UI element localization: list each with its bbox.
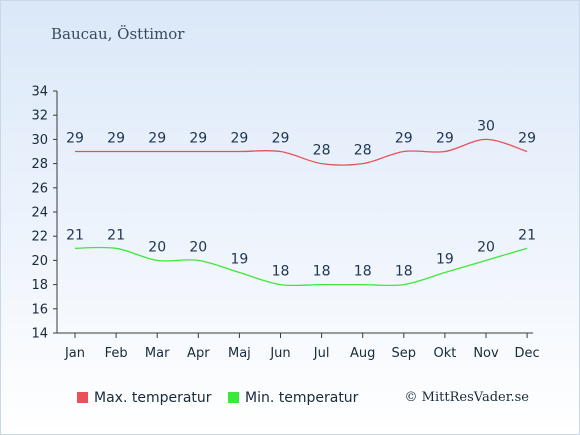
x-tick-label: Jan (64, 346, 85, 361)
y-tick-label: 14 (31, 327, 48, 342)
x-tick-label: Okt (433, 346, 456, 361)
y-tick-label: 32 (31, 109, 48, 124)
y-tick-label: 34 (31, 85, 48, 100)
y-tick-label: 26 (31, 181, 48, 196)
series-line-min (74, 246, 528, 287)
data-label-max: 28 (354, 143, 372, 159)
y-tick-label: 22 (31, 230, 48, 245)
data-label-min: 21 (518, 227, 536, 243)
data-label-min: 19 (230, 252, 248, 268)
credit-text: © MittResVader.se (404, 390, 529, 405)
x-tick-label: Feb (105, 346, 128, 361)
data-label-min: 21 (107, 227, 125, 243)
data-label-max: 28 (313, 143, 331, 159)
data-label-max: 29 (272, 131, 290, 147)
chart-title: Baucau, Östtimor (51, 25, 185, 43)
data-label-max: 29 (230, 131, 248, 147)
data-label-max: 30 (477, 118, 495, 134)
data-label-min: 20 (148, 239, 166, 255)
x-tick-label: Jul (313, 346, 330, 361)
y-tick-label: 28 (31, 157, 48, 172)
x-tick-label: Maj (228, 346, 251, 361)
data-label-min: 18 (272, 264, 290, 280)
data-label-min: 20 (189, 239, 207, 255)
data-label-max: 29 (189, 131, 207, 147)
x-tick-label: Sep (392, 346, 417, 361)
data-label-max: 29 (107, 131, 125, 147)
data-label-max: 29 (436, 131, 454, 147)
series-line-max (74, 138, 528, 166)
x-tick-label: Mar (145, 346, 170, 361)
x-tick-label: Nov (473, 346, 499, 361)
x-tick-label: Aug (350, 346, 375, 361)
legend-swatch-min (228, 392, 239, 403)
data-label-max: 29 (395, 131, 413, 147)
legend-label-min: Min. temperatur (245, 390, 359, 406)
data-label-min: 20 (477, 239, 495, 255)
y-tick-label: 24 (31, 206, 48, 221)
data-label-min: 21 (66, 227, 84, 243)
y-tick-label: 18 (31, 278, 48, 293)
legend-item-max: Max. temperatur (77, 390, 212, 406)
y-tick-label: 20 (31, 254, 48, 269)
y-tick-label: 30 (31, 133, 48, 148)
data-label-min: 19 (436, 252, 454, 268)
legend-label-max: Max. temperatur (94, 390, 212, 406)
x-tick-label: Jun (269, 346, 290, 361)
x-tick-label: Dec (515, 346, 540, 361)
legend-item-min: Min. temperatur (228, 390, 358, 406)
data-label-max: 29 (148, 131, 166, 147)
data-label-min: 18 (354, 264, 372, 280)
legend-swatch-max (77, 392, 88, 403)
data-label-min: 18 (395, 264, 413, 280)
x-tick-label: Apr (187, 346, 210, 361)
data-label-min: 18 (313, 264, 331, 280)
data-label-max: 29 (518, 131, 536, 147)
y-tick-label: 16 (31, 302, 48, 317)
data-label-max: 29 (66, 131, 84, 147)
